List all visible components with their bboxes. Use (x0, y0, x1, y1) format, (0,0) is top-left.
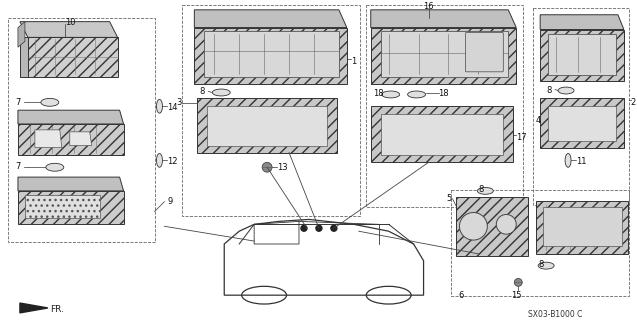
Polygon shape (204, 31, 339, 77)
Text: 4: 4 (535, 116, 540, 125)
Polygon shape (18, 110, 124, 124)
Text: 12: 12 (168, 157, 178, 166)
Polygon shape (548, 35, 616, 75)
Bar (8, 18, 155, 242)
Polygon shape (18, 124, 124, 156)
Circle shape (316, 225, 322, 231)
Polygon shape (20, 37, 28, 77)
Polygon shape (18, 22, 25, 47)
Text: 7: 7 (15, 162, 20, 171)
Ellipse shape (538, 262, 554, 269)
Polygon shape (197, 98, 337, 153)
Text: 17: 17 (516, 133, 527, 142)
Circle shape (459, 212, 487, 240)
Bar (533, 8, 629, 205)
Text: 9: 9 (168, 197, 173, 206)
Circle shape (301, 225, 307, 231)
Circle shape (496, 214, 516, 234)
Polygon shape (548, 106, 616, 141)
Polygon shape (371, 10, 516, 28)
Polygon shape (28, 37, 118, 77)
Text: 18: 18 (438, 89, 449, 98)
Polygon shape (207, 106, 327, 146)
Polygon shape (371, 28, 516, 84)
Ellipse shape (565, 154, 571, 167)
Text: 7: 7 (15, 98, 20, 108)
Ellipse shape (382, 91, 399, 98)
Bar (182, 5, 360, 216)
Text: 15: 15 (511, 291, 522, 300)
Text: 1: 1 (351, 57, 356, 66)
Text: 10: 10 (65, 18, 75, 27)
Polygon shape (536, 201, 628, 254)
Polygon shape (381, 31, 508, 77)
Text: 8: 8 (478, 185, 483, 194)
Polygon shape (25, 195, 99, 219)
Ellipse shape (157, 154, 162, 167)
Polygon shape (35, 130, 62, 148)
Text: 8: 8 (538, 260, 543, 269)
Ellipse shape (558, 87, 574, 94)
Text: 14: 14 (168, 103, 178, 112)
Polygon shape (18, 177, 124, 191)
Text: SX03-B1000 C: SX03-B1000 C (528, 310, 583, 319)
Ellipse shape (157, 100, 162, 113)
Polygon shape (18, 191, 124, 224)
Polygon shape (543, 207, 622, 246)
Text: 18: 18 (373, 89, 383, 98)
Text: FR.: FR. (50, 305, 64, 314)
Polygon shape (381, 114, 503, 156)
FancyBboxPatch shape (466, 32, 503, 72)
Polygon shape (540, 15, 624, 29)
Text: 11: 11 (576, 157, 587, 166)
Ellipse shape (41, 98, 59, 106)
Text: 5: 5 (447, 194, 452, 203)
Text: 16: 16 (423, 2, 434, 11)
Ellipse shape (408, 91, 426, 98)
Ellipse shape (477, 188, 493, 194)
Bar (366, 5, 523, 207)
Polygon shape (194, 28, 347, 84)
Text: 13: 13 (277, 163, 288, 172)
Bar (452, 190, 629, 296)
Ellipse shape (212, 89, 230, 96)
Circle shape (262, 162, 272, 172)
Text: 2: 2 (631, 98, 636, 108)
Text: 3: 3 (176, 98, 182, 108)
Polygon shape (371, 106, 513, 162)
Polygon shape (70, 132, 92, 146)
Text: 8: 8 (546, 85, 552, 95)
Polygon shape (457, 197, 528, 256)
Ellipse shape (46, 163, 64, 171)
Circle shape (514, 278, 522, 286)
Polygon shape (20, 22, 118, 37)
Text: 6: 6 (459, 291, 464, 300)
Polygon shape (194, 10, 347, 28)
Circle shape (331, 225, 337, 231)
Polygon shape (540, 29, 624, 81)
Polygon shape (540, 98, 624, 148)
Text: 8: 8 (199, 87, 204, 96)
Polygon shape (20, 303, 48, 313)
